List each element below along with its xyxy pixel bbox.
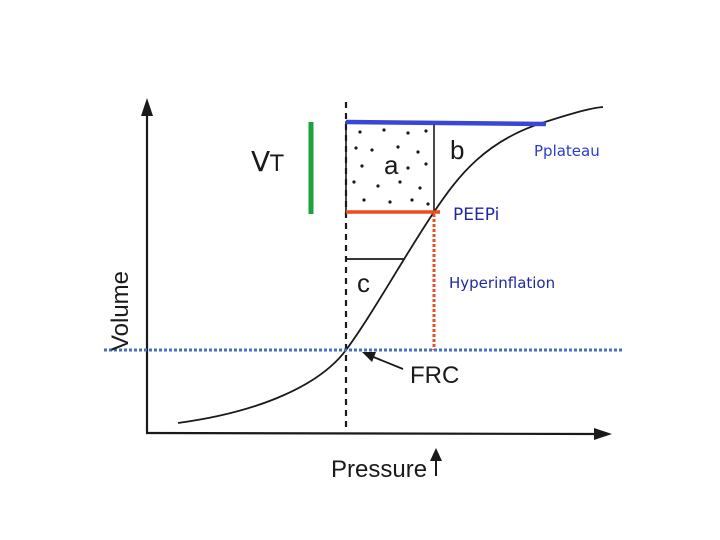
frc-label: FRC xyxy=(410,362,459,389)
y-axis-arrowhead xyxy=(141,98,153,116)
frc-pointer-arrowhead xyxy=(362,352,376,362)
region-a-label: a xyxy=(384,150,399,180)
pplateau-line xyxy=(345,119,547,127)
y-axis-label: Volume xyxy=(107,271,134,351)
vt-subscript: T xyxy=(269,152,284,177)
hyperinflation-label: Hyperinflation xyxy=(449,274,555,292)
frc-pointer-line xyxy=(370,355,404,370)
x-axis xyxy=(145,431,599,436)
x-axis-arrowhead xyxy=(594,428,612,440)
region-b-label: b xyxy=(450,135,464,165)
pplateau-label: Pplateau xyxy=(534,142,600,160)
region-a-dots xyxy=(352,128,430,206)
peepi-label: PEEPi xyxy=(453,205,499,225)
pressure-marker-arrowhead xyxy=(430,448,442,461)
x-axis-label: Pressure xyxy=(331,456,427,483)
region-c-label: c xyxy=(357,268,370,298)
vt-label: VT xyxy=(251,145,284,178)
